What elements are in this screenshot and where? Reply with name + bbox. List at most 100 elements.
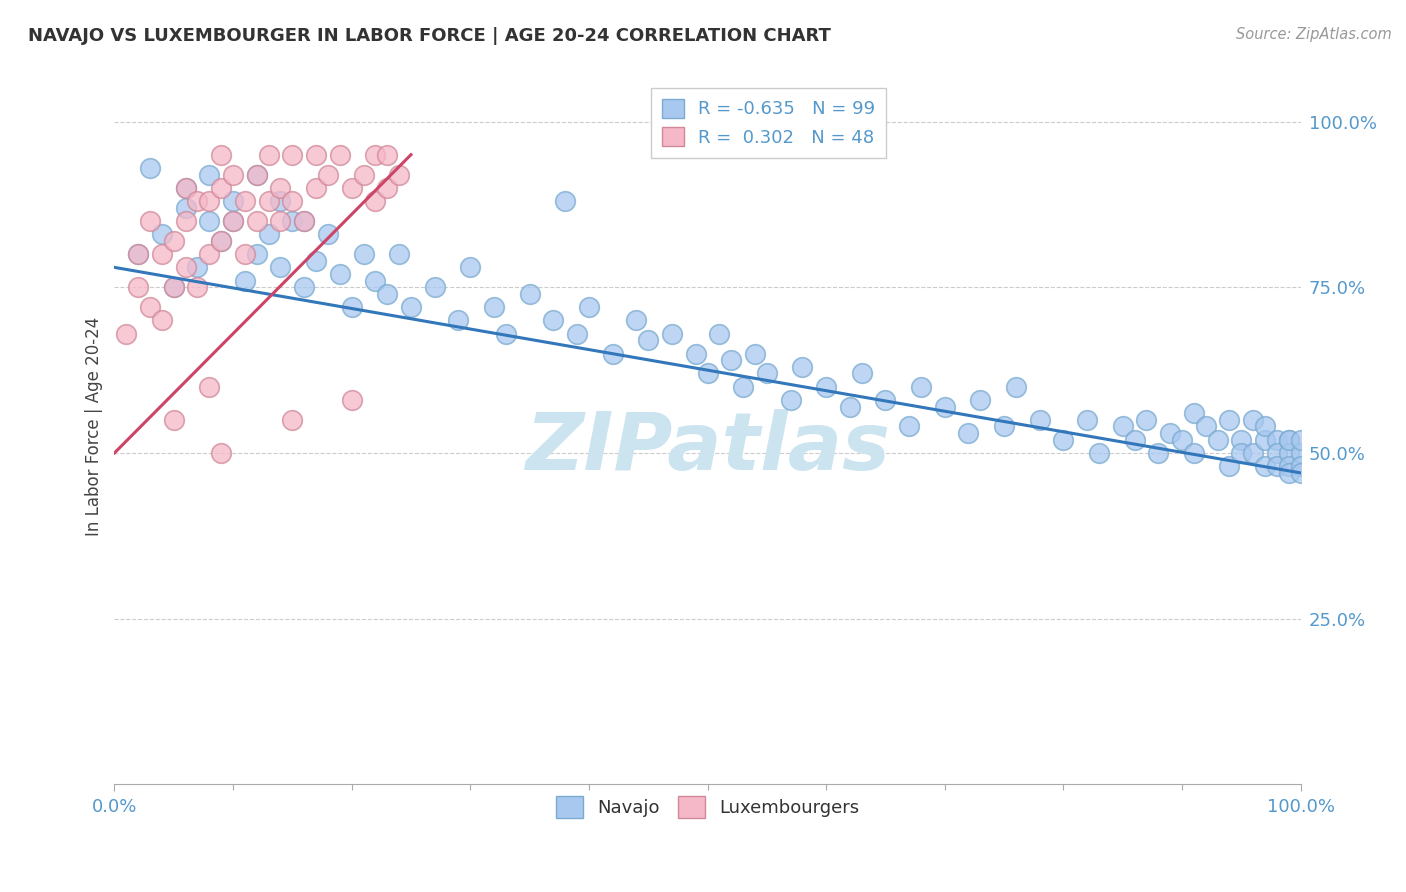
- Point: [815, 380, 838, 394]
- Point: [1206, 433, 1229, 447]
- Point: [388, 168, 411, 182]
- Point: [198, 214, 221, 228]
- Point: [269, 194, 291, 208]
- Point: [602, 346, 624, 360]
- Point: [519, 286, 541, 301]
- Point: [127, 280, 149, 294]
- Point: [222, 168, 245, 182]
- Point: [910, 380, 932, 394]
- Point: [898, 419, 921, 434]
- Point: [554, 194, 576, 208]
- Point: [281, 214, 304, 228]
- Point: [1265, 433, 1288, 447]
- Point: [316, 227, 339, 242]
- Point: [139, 214, 162, 228]
- Point: [1088, 446, 1111, 460]
- Point: [174, 214, 197, 228]
- Point: [1278, 446, 1301, 460]
- Point: [329, 147, 352, 161]
- Point: [329, 267, 352, 281]
- Point: [257, 147, 280, 161]
- Point: [875, 392, 897, 407]
- Point: [364, 194, 387, 208]
- Text: ZIPatlas: ZIPatlas: [524, 409, 890, 487]
- Point: [1254, 459, 1277, 474]
- Point: [1159, 426, 1181, 441]
- Point: [233, 274, 256, 288]
- Point: [1218, 413, 1240, 427]
- Point: [626, 313, 648, 327]
- Point: [733, 380, 755, 394]
- Point: [163, 280, 186, 294]
- Text: NAVAJO VS LUXEMBOURGER IN LABOR FORCE | AGE 20-24 CORRELATION CHART: NAVAJO VS LUXEMBOURGER IN LABOR FORCE | …: [28, 27, 831, 45]
- Point: [292, 214, 315, 228]
- Point: [1254, 419, 1277, 434]
- Point: [353, 168, 375, 182]
- Point: [969, 392, 991, 407]
- Point: [375, 147, 398, 161]
- Point: [163, 280, 186, 294]
- Point: [257, 227, 280, 242]
- Point: [150, 227, 173, 242]
- Point: [174, 260, 197, 275]
- Point: [792, 359, 814, 374]
- Point: [174, 181, 197, 195]
- Point: [1289, 459, 1312, 474]
- Point: [685, 346, 707, 360]
- Point: [305, 181, 328, 195]
- Point: [1289, 433, 1312, 447]
- Point: [1076, 413, 1098, 427]
- Point: [174, 181, 197, 195]
- Point: [246, 168, 269, 182]
- Point: [934, 400, 956, 414]
- Point: [1052, 433, 1074, 447]
- Point: [340, 300, 363, 314]
- Point: [637, 334, 659, 348]
- Point: [115, 326, 138, 341]
- Point: [1195, 419, 1218, 434]
- Point: [150, 247, 173, 261]
- Point: [269, 260, 291, 275]
- Legend: Navajo, Luxembourgers: Navajo, Luxembourgers: [548, 789, 866, 825]
- Point: [163, 413, 186, 427]
- Point: [1241, 446, 1264, 460]
- Point: [1028, 413, 1050, 427]
- Point: [375, 181, 398, 195]
- Point: [186, 194, 208, 208]
- Point: [1005, 380, 1028, 394]
- Point: [222, 214, 245, 228]
- Text: Source: ZipAtlas.com: Source: ZipAtlas.com: [1236, 27, 1392, 42]
- Point: [744, 346, 766, 360]
- Point: [269, 214, 291, 228]
- Point: [305, 147, 328, 161]
- Point: [696, 367, 718, 381]
- Point: [364, 274, 387, 288]
- Point: [1278, 459, 1301, 474]
- Point: [1111, 419, 1133, 434]
- Point: [127, 247, 149, 261]
- Point: [543, 313, 565, 327]
- Point: [209, 147, 232, 161]
- Point: [709, 326, 731, 341]
- Point: [565, 326, 588, 341]
- Point: [257, 194, 280, 208]
- Point: [447, 313, 470, 327]
- Point: [1135, 413, 1157, 427]
- Point: [186, 280, 208, 294]
- Point: [838, 400, 860, 414]
- Point: [1171, 433, 1194, 447]
- Point: [1182, 406, 1205, 420]
- Point: [1230, 433, 1253, 447]
- Point: [957, 426, 980, 441]
- Point: [1278, 433, 1301, 447]
- Point: [233, 194, 256, 208]
- Point: [198, 380, 221, 394]
- Point: [209, 446, 232, 460]
- Point: [340, 392, 363, 407]
- Point: [720, 353, 742, 368]
- Point: [661, 326, 683, 341]
- Point: [482, 300, 505, 314]
- Point: [993, 419, 1015, 434]
- Point: [127, 247, 149, 261]
- Point: [198, 168, 221, 182]
